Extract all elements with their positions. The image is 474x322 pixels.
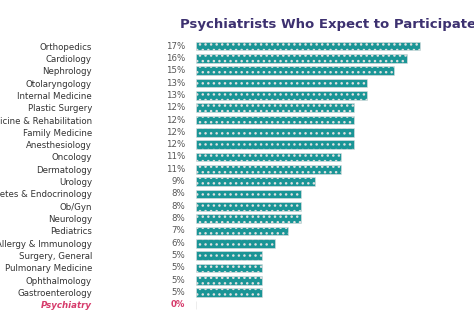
- Bar: [196, 165, 341, 174]
- Bar: [196, 116, 354, 124]
- Text: 15%: 15%: [166, 66, 185, 75]
- Bar: [196, 103, 354, 112]
- Bar: [196, 288, 262, 297]
- Text: 11%: 11%: [166, 165, 185, 174]
- Text: 8%: 8%: [172, 189, 185, 198]
- Bar: [196, 153, 341, 161]
- Text: 13%: 13%: [166, 79, 185, 88]
- Bar: [196, 263, 262, 272]
- Bar: [196, 140, 354, 149]
- Bar: [196, 276, 262, 285]
- Bar: [196, 239, 275, 248]
- Bar: [196, 177, 315, 186]
- Text: 0%: 0%: [171, 300, 185, 309]
- Text: 9%: 9%: [172, 177, 185, 186]
- Bar: [196, 251, 262, 260]
- Bar: [196, 91, 367, 100]
- Text: 12%: 12%: [166, 103, 185, 112]
- Bar: [196, 190, 301, 198]
- Text: Psychiatrists Who Expect to Participate in APMs: Psychiatrists Who Expect to Participate …: [180, 17, 474, 31]
- Text: 12%: 12%: [166, 128, 185, 137]
- Text: 17%: 17%: [166, 42, 185, 51]
- Text: 5%: 5%: [172, 263, 185, 272]
- Text: 6%: 6%: [172, 239, 185, 248]
- Text: 12%: 12%: [166, 140, 185, 149]
- Bar: [196, 54, 407, 63]
- Bar: [196, 66, 394, 75]
- Text: 12%: 12%: [166, 116, 185, 125]
- Text: 8%: 8%: [172, 202, 185, 211]
- Text: 7%: 7%: [172, 226, 185, 235]
- Bar: [196, 42, 420, 51]
- Bar: [196, 79, 367, 88]
- Bar: [196, 214, 301, 223]
- Bar: [196, 227, 288, 235]
- Text: 11%: 11%: [166, 153, 185, 162]
- Text: 16%: 16%: [166, 54, 185, 63]
- Text: 8%: 8%: [172, 214, 185, 223]
- Text: 5%: 5%: [172, 251, 185, 260]
- Text: 13%: 13%: [166, 91, 185, 100]
- Text: 5%: 5%: [172, 276, 185, 285]
- Text: 5%: 5%: [172, 288, 185, 297]
- Bar: [196, 202, 301, 211]
- Bar: [196, 128, 354, 137]
